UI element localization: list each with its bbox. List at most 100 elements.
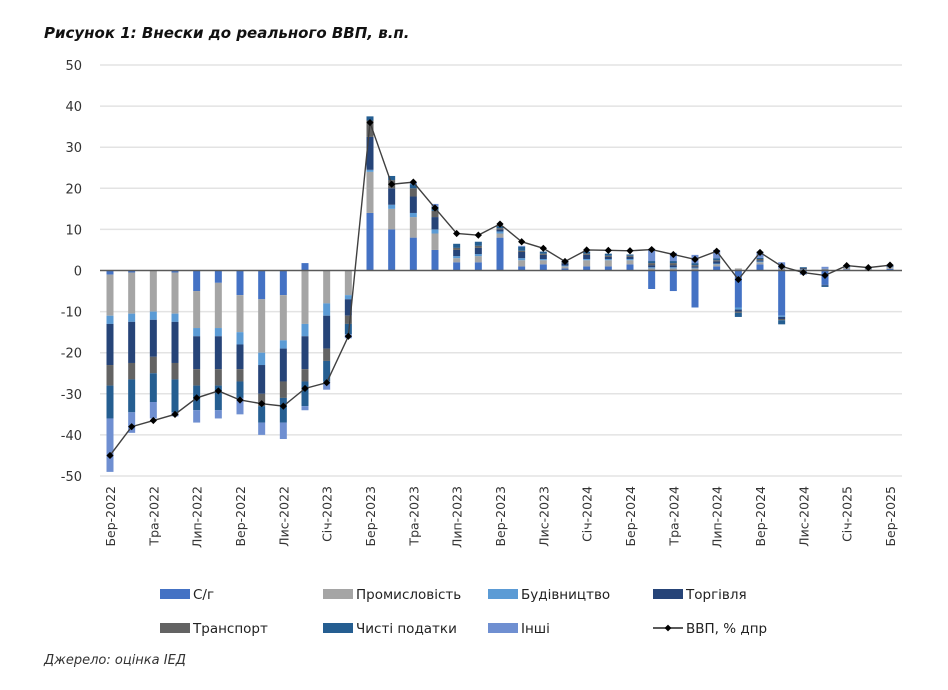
bar-segment-other [193,410,201,423]
legend-swatch-icon [160,623,190,633]
legend-item-other: Інші [488,621,550,637]
bar-segment-trade [236,344,244,370]
gdp-point [279,402,287,410]
legend-label: С/г [193,587,214,603]
bar-segment-trade [344,299,352,316]
bar-segment-trade [474,247,482,255]
legend: С/г Промисловість Будівництво Торгівля Транс… [160,587,767,637]
bar-segment-transport [496,228,504,230]
bar-segment-agri [691,270,699,308]
bar-segment-trade [626,256,634,259]
bar-segment-construction [648,267,656,269]
x-tick-label: Січ-2025 [840,486,855,542]
bar-segment-net_taxes [821,285,829,287]
gdp-point [561,257,569,266]
x-tick-label: Лип-2022 [190,486,205,548]
gdp-point [323,379,331,387]
bar-segment-construction [193,328,201,337]
gdp-point [388,180,396,188]
bar-segment-industry [301,270,309,324]
gdp-point [258,400,266,408]
y-tick-label: -40 [61,429,82,444]
bar-segment-industry [518,260,526,267]
bar-segment-transport [626,255,634,257]
bar-segment-transport [106,365,114,386]
bar-segment-transport [214,369,222,386]
bar-segment-net_taxes [214,385,222,411]
bar-segment-trade [301,336,309,370]
bar-segment-net_taxes [691,263,699,266]
bar-segment-construction [279,340,287,349]
bar-segment-agri [366,212,374,271]
bar-segment-transport [604,255,612,257]
bar-segment-transport [539,253,547,255]
bar-segment-net_taxes [258,406,266,423]
source-note: Джерело: оцінка ІЕД [44,653,186,668]
bar-segment-industry [366,171,374,213]
bar-segment-trade [778,316,786,319]
bar-segment-agri [193,270,201,292]
bar-segment-transport [258,393,266,407]
bar-segment-transport [518,250,526,253]
bar-segment-trade [604,256,612,259]
bar-segment-agri [539,264,547,271]
y-tick-label: -50 [61,470,82,485]
bar-segment-industry [756,262,764,265]
legend-label: Будівництво [521,587,610,603]
bar-segment-agri [279,270,287,296]
bar-segment-construction [366,169,374,172]
bar-segment-net_taxes [799,267,807,269]
bar-segment-industry [171,272,179,314]
legend-label: Промисловість [356,587,461,603]
legend-item-gdp: ВВП, % дпр [653,621,767,637]
bar-segment-net_taxes [734,312,742,317]
x-tick-label: Лип-2024 [710,486,725,548]
gdp-point [626,247,634,255]
bar-segment-transport [583,253,591,255]
bar-segment-industry [106,274,114,316]
bar-segment-transport [279,381,287,398]
bar-segment-transport [453,247,461,250]
gdp-line-path [109,122,891,456]
bar-segment-agri [214,270,222,283]
bar-segment-agri [626,264,634,271]
bar-segment-agri [886,268,894,271]
bar-segment-net_taxes [366,116,374,121]
bar-segment-transport [778,318,786,321]
bar-segment-net_taxes [518,246,526,251]
x-tick-label: Бер-2025 [883,486,898,547]
legend-swatch-icon [488,589,518,599]
bar-segment-other [128,412,136,433]
legend-label: Інші [521,621,550,637]
gdp-point [214,387,222,395]
gdp-point [344,332,352,340]
bar-segment-other [821,266,829,269]
bar-segment-other [149,402,157,419]
bar-segment-trade [734,309,742,312]
bar-segment-construction [214,328,222,337]
bar-segment-industry [539,260,547,265]
bar-segment-construction [344,295,352,300]
bar-segment-trade [648,265,656,268]
bar-segment-other [106,418,114,472]
legend-label: ВВП, % дпр [686,621,767,637]
gdp-point [409,178,417,186]
bar-segment-trade [583,254,591,259]
bar-segment-net_taxes [279,397,287,423]
bar-segment-net_taxes [539,251,547,254]
bar-segment-construction [171,313,179,322]
bar-segment-net_taxes [301,381,309,407]
bar-segment-industry [583,260,591,267]
bar-segment-agri [713,266,721,271]
x-tick-label: Вер-2022 [233,486,248,547]
bar-segment-agri [301,263,309,271]
legend-swatch-icon [323,623,353,633]
bar-segment-construction [604,258,612,261]
bar-segment-net_taxes [778,320,786,325]
gdp-point [301,384,309,393]
bar-segment-construction [149,311,157,320]
bar-segment-net_taxes [453,243,461,248]
bar-segment-trade [193,336,201,370]
bar-segment-industry [149,270,157,312]
bar-segment-net_taxes [149,373,157,403]
